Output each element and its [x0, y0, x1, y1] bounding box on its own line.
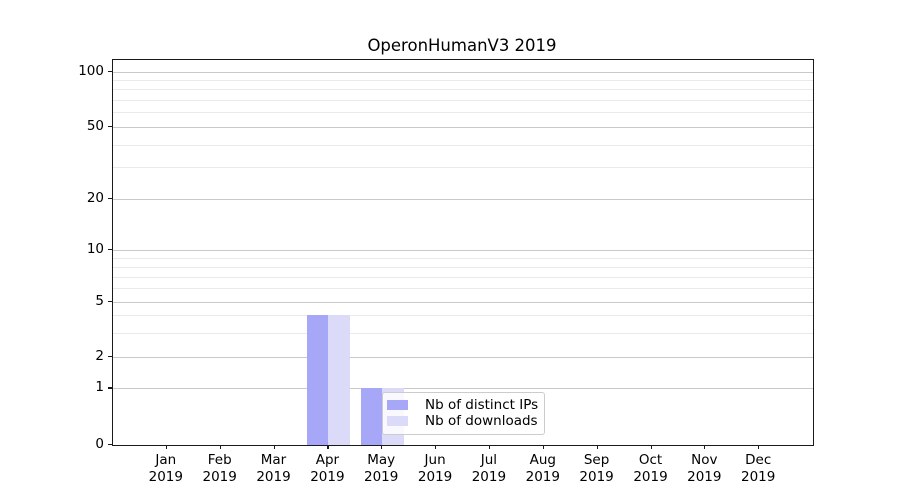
y-tick-label: 50: [86, 118, 104, 134]
x-tick-mark: [758, 445, 760, 449]
y-tick-label: 1: [95, 379, 104, 396]
y-tick-label: 10: [86, 241, 104, 258]
x-tick-month: May: [367, 452, 396, 468]
x-tick-month: Jul: [480, 452, 498, 468]
x-tick-mark: [273, 445, 275, 449]
x-tick-month: Feb: [207, 452, 232, 468]
gridline-minor: [113, 167, 813, 168]
chart-title: OperonHumanV3 2019: [367, 36, 557, 55]
x-tick-mark: [650, 445, 652, 449]
y-tick-label: 20: [86, 189, 104, 206]
legend-item: Nb of distinct IPs: [387, 397, 539, 413]
y-tick-label: 0: [95, 436, 104, 452]
x-tick-month: Mar: [260, 452, 287, 468]
gridline-minor: [113, 112, 813, 114]
legend: Nb of distinct IPs Nb of downloads: [382, 392, 545, 435]
y-tick-mark: [108, 444, 112, 446]
y-tick-mark: [108, 249, 112, 251]
y-tick-mark: [108, 300, 112, 302]
gridline-major: [113, 250, 813, 252]
y-tick-label: 5: [95, 292, 104, 309]
bar-nb-of-downloads-apr: [328, 315, 350, 445]
gridline-minor: [113, 266, 813, 268]
y-tick-mark: [108, 197, 112, 199]
x-tick-label-apr: Apr 2019: [295, 452, 359, 486]
x-tick-year: 2019: [417, 469, 453, 485]
y-tick-label: 100: [78, 62, 104, 79]
x-tick-label-jan: Jan 2019: [134, 452, 198, 486]
gridline-minor: [113, 144, 813, 146]
gridline-major: [113, 198, 813, 200]
gridline-minor: [113, 332, 813, 334]
x-tick-year: 2019: [741, 469, 776, 485]
y-tick-label: 2: [95, 348, 104, 364]
gridline-major: [113, 357, 813, 358]
plot-area: Nb of distinct IPs Nb of downloads: [112, 59, 814, 446]
gridline-minor: [113, 315, 813, 317]
x-tick-label-nov: Nov 2019: [672, 452, 736, 486]
gridline-minor: [113, 100, 813, 102]
x-tick-year: 2019: [633, 469, 668, 485]
legend-swatch: [387, 416, 408, 426]
gridline-minor: [113, 288, 813, 290]
gridline-minor: [113, 258, 813, 260]
x-tick-year: 2019: [525, 469, 560, 485]
x-tick-mark: [381, 445, 383, 449]
x-tick-month: Sep: [583, 452, 610, 468]
bar-nb-of-distinct-ips-apr: [306, 315, 329, 445]
x-tick-year: 2019: [579, 469, 614, 485]
x-tick-label-jun: Jun 2019: [403, 452, 467, 486]
x-tick-month: Nov: [691, 452, 718, 468]
x-tick-year: 2019: [256, 469, 291, 485]
x-tick-month: Aug: [529, 452, 556, 468]
x-tick-mark: [542, 445, 544, 449]
gridline-major: [113, 388, 813, 390]
legend-item: Nb of downloads: [387, 413, 538, 429]
x-tick-mark: [327, 445, 329, 449]
y-tick-mark: [108, 126, 112, 128]
legend-label: Nb of downloads: [425, 413, 538, 429]
x-tick-label-sep: Sep 2019: [565, 452, 629, 486]
x-tick-label-mar: Mar 2019: [242, 452, 306, 486]
x-tick-mark: [704, 445, 706, 449]
x-tick-label-aug: Aug 2019: [511, 452, 575, 486]
x-tick-mark: [488, 445, 491, 449]
gridline-major: [113, 71, 813, 73]
x-tick-label-jul: Jul 2019: [457, 452, 521, 486]
x-tick-year: 2019: [310, 469, 345, 485]
x-tick-mark: [435, 445, 437, 449]
x-tick-year: 2019: [148, 469, 183, 485]
x-tick-label-feb: Feb 2019: [188, 452, 252, 486]
x-tick-year: 2019: [364, 469, 399, 485]
gridline-minor: [113, 80, 813, 81]
y-tick-mark: [108, 70, 112, 72]
x-tick-year: 2019: [687, 469, 722, 485]
bar-nb-of-distinct-ips-may: [360, 388, 383, 445]
x-tick-month: Jun: [424, 452, 446, 468]
gridline-major: [113, 301, 813, 303]
x-tick-label-dec: Dec 2019: [726, 452, 790, 486]
y-tick-mark: [108, 356, 112, 358]
x-tick-month: Apr: [315, 452, 340, 468]
gridline-major: [113, 127, 813, 128]
legend-label: Nb of distinct IPs: [425, 397, 539, 413]
x-tick-label-oct: Oct 2019: [619, 452, 683, 486]
x-tick-year: 2019: [202, 469, 237, 485]
x-tick-mark: [596, 445, 598, 449]
gridline-minor: [113, 89, 813, 91]
legend-swatch: [387, 400, 408, 410]
x-tick-mark: [219, 445, 221, 449]
x-tick-month: Jan: [155, 452, 177, 468]
x-tick-year: 2019: [471, 469, 507, 485]
x-tick-month: Oct: [638, 452, 663, 468]
x-tick-label-may: May 2019: [349, 452, 413, 486]
gridline-minor: [113, 276, 813, 278]
y-tick-mark: [108, 387, 112, 389]
x-tick-month: Dec: [745, 452, 772, 468]
x-tick-mark: [165, 445, 167, 449]
